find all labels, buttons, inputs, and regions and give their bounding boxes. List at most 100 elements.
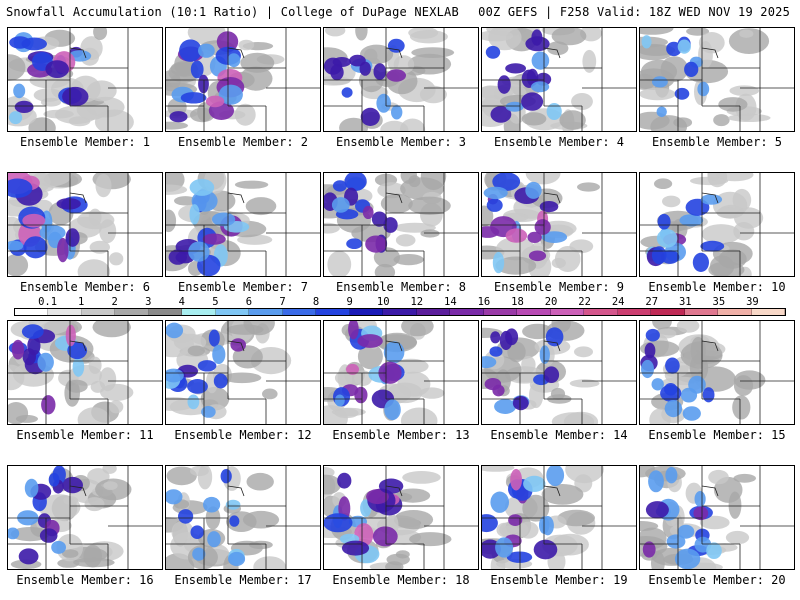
snow-contour [501, 525, 519, 535]
snow-contour [65, 379, 88, 393]
snow-contour [698, 32, 725, 54]
snow-contour [523, 475, 546, 492]
snow-contour [41, 395, 56, 415]
snow-contour [8, 54, 26, 81]
state-border [385, 192, 403, 204]
snow-contour [166, 489, 183, 505]
snow-contour [641, 359, 654, 379]
snow-contour [492, 251, 505, 274]
snow-contour [360, 107, 380, 126]
snow-contour [40, 97, 62, 107]
snow-contour [93, 28, 108, 40]
snow-contour [713, 114, 730, 127]
legend-tick-label: 10 [376, 296, 390, 308]
snow-contour [240, 52, 275, 73]
snow-contour [84, 497, 105, 512]
snow-contour [541, 231, 568, 243]
snow-contour [529, 382, 544, 409]
snow-contour [371, 211, 388, 227]
member-label: Ensemble Member: 14 [490, 428, 628, 442]
legend-tick-label: 16 [477, 296, 491, 308]
member-label: Ensemble Member: 3 [335, 135, 467, 149]
snow-contour [402, 471, 441, 484]
snow-contour [18, 548, 39, 565]
snow-contour [22, 213, 46, 228]
legend-tick-label: 20 [544, 296, 558, 308]
legend-swatch [316, 309, 350, 315]
snow-contour [407, 53, 452, 75]
snow-contour [697, 81, 710, 97]
snow-contour [216, 31, 239, 52]
member-label: Ensemble Member: 13 [332, 428, 470, 442]
snow-contour [203, 496, 221, 513]
legend-tick-label: 24 [611, 296, 625, 308]
snow-contour [531, 81, 550, 93]
snow-contour [89, 240, 111, 254]
snow-contour [700, 194, 723, 205]
snow-contour [559, 110, 586, 130]
snow-contour [664, 400, 683, 418]
snow-contour [378, 478, 404, 494]
member-label: Ensemble Member: 1 [19, 135, 151, 149]
snow-contour [9, 111, 23, 125]
legend-swatch [584, 309, 618, 315]
snow-contour [684, 61, 699, 77]
member-label: Ensemble Member: 18 [332, 573, 470, 587]
snow-contour [354, 386, 368, 404]
snow-contour [732, 395, 751, 420]
snow-contour [205, 95, 225, 108]
snow-contour [654, 178, 673, 189]
snow-contour [640, 87, 676, 101]
snowfall-map [323, 465, 479, 570]
snow-contour [483, 186, 508, 200]
snow-contour [557, 509, 595, 527]
snow-contour [686, 28, 710, 36]
snow-contour [213, 373, 228, 389]
snow-contour [207, 531, 221, 548]
snow-contour [190, 60, 204, 79]
snow-contour [65, 228, 80, 247]
snow-contour [179, 39, 202, 62]
ensemble-member-panel: Ensemble Member: 15 [639, 320, 795, 444]
snow-contour [8, 254, 29, 276]
legend-swatch [550, 309, 585, 315]
snow-contour [327, 250, 352, 276]
snow-contour [485, 45, 501, 59]
snow-contour [67, 341, 88, 360]
snow-contour [391, 105, 403, 120]
snow-contour [109, 400, 124, 414]
state-border [701, 340, 719, 352]
state-border [69, 340, 87, 352]
member-label: Ensemble Member: 2 [177, 135, 309, 149]
ensemble-member-panel: Ensemble Member: 10 [639, 172, 795, 296]
snow-contour [92, 321, 131, 338]
snow-contour [57, 237, 69, 263]
snow-contour [169, 111, 188, 123]
snow-contour [189, 178, 215, 196]
snow-contour [739, 29, 754, 38]
snow-contour [198, 43, 215, 58]
snow-contour [492, 384, 505, 397]
snow-contour [482, 466, 515, 472]
snow-contour [94, 109, 134, 131]
legend-swatch [450, 309, 484, 315]
snowfall-map [7, 320, 163, 425]
snow-contour [348, 321, 359, 340]
snow-contour [676, 321, 700, 333]
snow-contour [563, 411, 599, 424]
ensemble-member-panel: Ensemble Member: 7 [165, 172, 321, 296]
ensemble-member-panel: Ensemble Member: 5 [639, 27, 795, 151]
snow-contour [208, 329, 220, 347]
legend-swatch [15, 309, 49, 315]
snow-contour [640, 28, 674, 35]
snow-contour [57, 558, 80, 568]
member-label: Ensemble Member: 12 [174, 428, 312, 442]
snow-contour [24, 478, 39, 498]
snow-contour [226, 324, 264, 335]
snow-contour [395, 488, 431, 503]
snow-contour [569, 379, 600, 388]
legend-tick-label: 9 [346, 296, 353, 308]
snow-contour [48, 472, 60, 487]
legend-swatch [182, 309, 216, 315]
snow-contour [190, 466, 209, 477]
